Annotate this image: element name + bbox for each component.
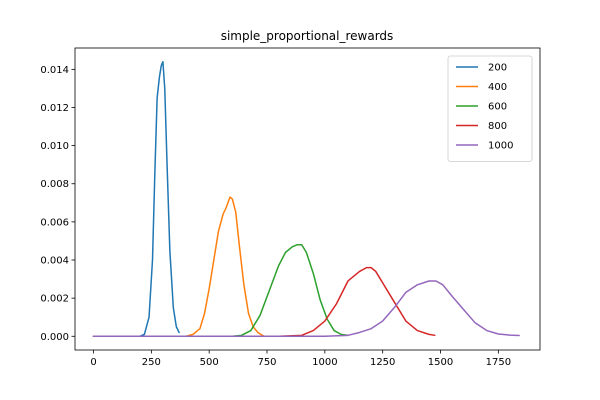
legend-label-600: 600 <box>488 102 507 113</box>
series-line-1000 <box>92 280 520 338</box>
y-tick-label: 0.008 <box>40 179 69 190</box>
y-tick-label: 0.004 <box>40 256 69 267</box>
x-tick-label: 750 <box>257 357 276 368</box>
legend-box <box>447 55 533 162</box>
x-tick-label: 250 <box>142 357 161 368</box>
x-tick-label: 500 <box>200 357 219 368</box>
chart-title: simple_proportional_rewards <box>221 29 394 43</box>
y-tick-label: 0.010 <box>40 141 69 152</box>
x-tick-label: 1500 <box>428 357 453 368</box>
legend-label-800: 800 <box>488 121 507 132</box>
series-line-600 <box>92 244 349 338</box>
y-tick-label: 0.000 <box>40 332 69 343</box>
y-tick-label: 0.002 <box>40 294 69 305</box>
axes-frame <box>74 47 541 351</box>
y-tick-label: 0.012 <box>40 103 69 114</box>
legend-label-200: 200 <box>488 63 507 74</box>
x-tick-label: 1750 <box>486 357 511 368</box>
y-tick-label: 0.006 <box>40 217 69 228</box>
series-line-400 <box>92 196 266 338</box>
x-tick-label: 0 <box>90 357 96 368</box>
x-tick-label: 1250 <box>370 357 395 368</box>
plot-area: 0 250 500 750 1000 1250 1500 1750 0.0000.0020.0… <box>40 47 541 368</box>
y-axis: 0.000 0.002 0.004 0.006 0.008 0.010 0.012 0.014 <box>40 65 75 343</box>
series-line-200 <box>92 60 180 338</box>
legend-label-400: 400 <box>488 82 507 93</box>
x-axis: 0 250 500 750 1000 1250 1500 1750 <box>90 350 511 368</box>
x-tick-label: 1000 <box>312 357 337 368</box>
series-line-800 <box>92 266 436 338</box>
series-layer <box>92 60 520 338</box>
legend-label-1000: 1000 <box>488 141 513 152</box>
y-tick-label: 0.014 <box>40 65 69 76</box>
legend: 200 400 600 800 1000 <box>447 55 533 162</box>
